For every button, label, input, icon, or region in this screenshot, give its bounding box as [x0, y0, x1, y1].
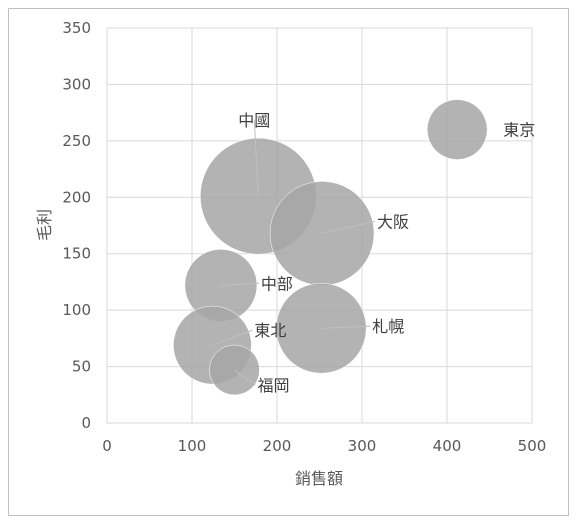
bubble-label: 福岡 [258, 376, 290, 395]
y-tick-label: 350 [62, 19, 91, 37]
x-tick-label: 300 [348, 437, 377, 455]
bubble [426, 99, 488, 160]
x-tick-label: 200 [263, 437, 292, 455]
bubbles [173, 99, 488, 396]
x-axis-title: 銷售額 [295, 469, 343, 488]
bubble-label: 東北 [254, 321, 286, 340]
leader-line [212, 329, 253, 346]
y-tick-label: 50 [72, 358, 91, 376]
x-tick-label: 0 [102, 437, 112, 455]
y-tick-label: 100 [62, 301, 91, 319]
bubble-label: 大阪 [377, 212, 409, 231]
bubble-label: 東京 [503, 121, 535, 140]
x-tick-label: 500 [518, 437, 547, 455]
x-tick-label: 100 [178, 437, 207, 455]
x-tick-label: 400 [433, 437, 462, 455]
bubble-label: 中國 [238, 111, 270, 130]
y-tick-label: 200 [62, 188, 91, 206]
y-axis-title: 毛利 [35, 209, 54, 241]
leader-line [321, 220, 376, 234]
y-tick-label: 300 [62, 75, 91, 93]
leader-line [220, 282, 259, 286]
y-tick-label: 150 [62, 245, 91, 263]
leader-line [321, 325, 371, 329]
tick-labels: 0 50 100 150 200 250 300 350 0 100 200 300 400 500 [62, 19, 546, 455]
leader-line [234, 369, 256, 386]
y-tick-label: 250 [62, 132, 91, 150]
y-tick-label: 0 [81, 414, 91, 432]
leader-line [253, 120, 259, 197]
bubble-label: 札幌 [372, 317, 404, 336]
bubble-label: 中部 [261, 274, 293, 293]
